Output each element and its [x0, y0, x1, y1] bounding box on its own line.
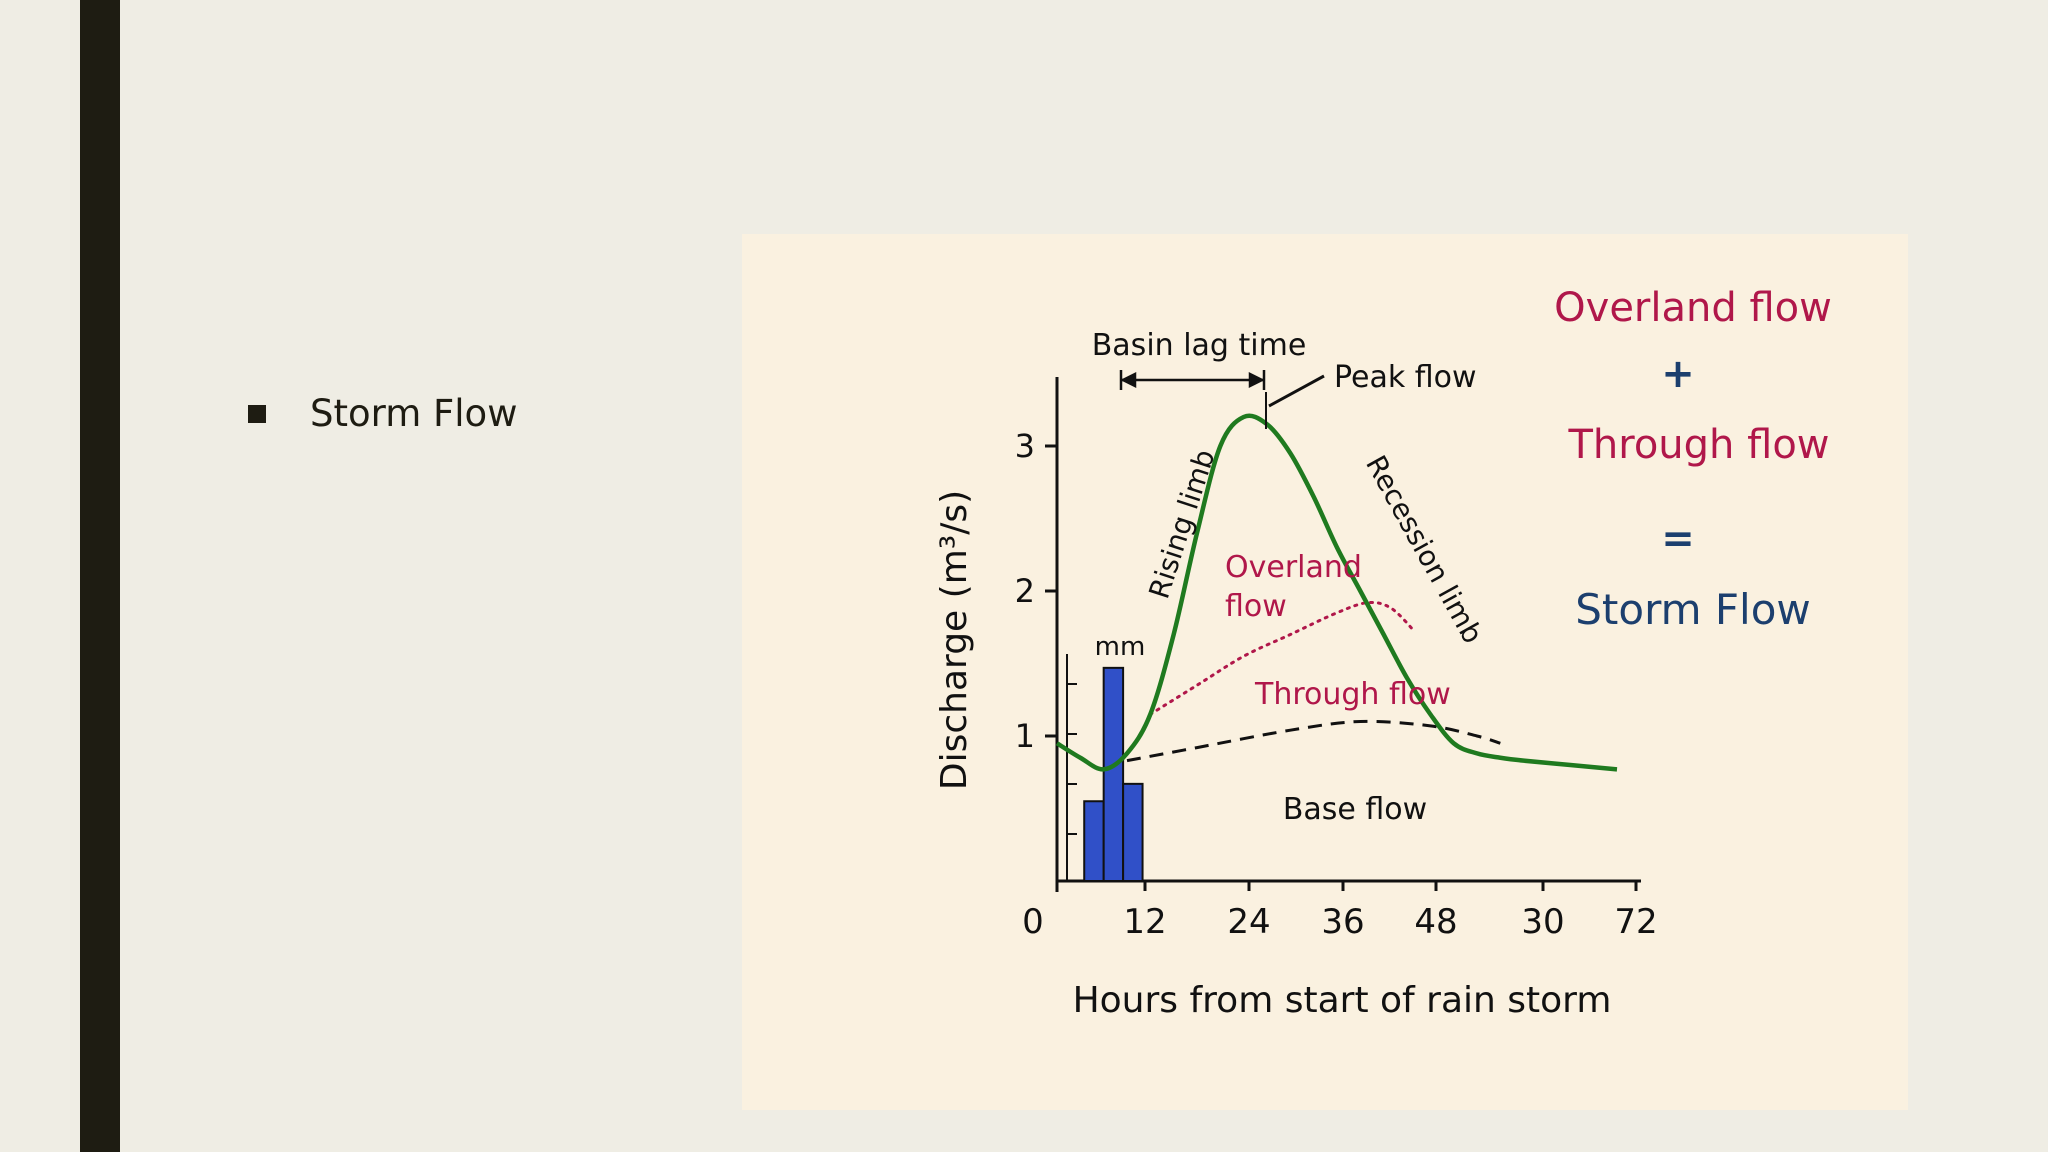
rainfall-bars	[1083, 666, 1144, 882]
peak-flow-pointer	[1268, 374, 1325, 408]
equation-plus: +	[1661, 351, 1695, 397]
basin-lag-time-label: Basin lag time	[1092, 328, 1307, 363]
slide-accent-bar	[80, 0, 120, 1152]
rainfall-axis-ticks	[1067, 683, 1077, 835]
x-tick-label: 24	[1227, 902, 1270, 942]
basin-lag-arrow	[1119, 370, 1266, 390]
equation-through-flow: Through flow	[1567, 422, 1829, 468]
x-tick-label: 36	[1321, 902, 1364, 942]
bullet-square-icon	[248, 404, 266, 423]
peak-flow-label: Peak flow	[1334, 360, 1477, 395]
equation-equals: =	[1661, 516, 1695, 562]
bullet-item: Storm Flow	[248, 392, 517, 435]
base-flow-label: Base flow	[1283, 792, 1427, 827]
equation-overland-flow: Overland flow	[1554, 285, 1832, 331]
rainfall-unit-label: mm	[1095, 632, 1146, 662]
x-tick-label: 12	[1123, 902, 1166, 942]
x-tick-label: 48	[1414, 902, 1457, 942]
x-tick-label: 72	[1614, 902, 1657, 942]
x-tick-label: 30	[1521, 902, 1564, 942]
y-tick-label: 1	[1015, 717, 1035, 755]
y-tick-label: 3	[1015, 427, 1035, 465]
recession-limb-label: Recession limb	[1359, 450, 1489, 649]
base-flow-line	[1126, 719, 1501, 763]
storm-hydrograph-line	[1055, 413, 1618, 772]
y-axis-title: Discharge (m³/s)	[934, 490, 975, 790]
x-tick-label: 0	[1022, 902, 1044, 942]
y-ticks: 1 2 3	[1015, 427, 1057, 755]
rising-limb-label: Rising limb	[1142, 445, 1221, 602]
rainfall-bar	[1102, 666, 1125, 882]
y-tick-label: 2	[1015, 572, 1035, 610]
x-axis-title: Hours from start of rain storm	[1073, 980, 1612, 1021]
equation-storm-flow: Storm Flow	[1575, 585, 1811, 634]
hydrograph-chart: 123 0 12 24 36 48 30 72 Basin lag time Peak fl…	[934, 285, 1832, 1021]
bullet-text: Storm Flow	[310, 392, 518, 435]
overland-flow-label-line1: Overland	[1225, 550, 1362, 585]
x-ticks: 0 12 24 36 48 30 72	[1022, 881, 1658, 942]
rainfall-bar	[1083, 800, 1105, 882]
through-flow-label: Through flow	[1254, 677, 1451, 712]
rainfall-bar	[1122, 782, 1144, 882]
overland-flow-label-line2: flow	[1225, 589, 1287, 624]
